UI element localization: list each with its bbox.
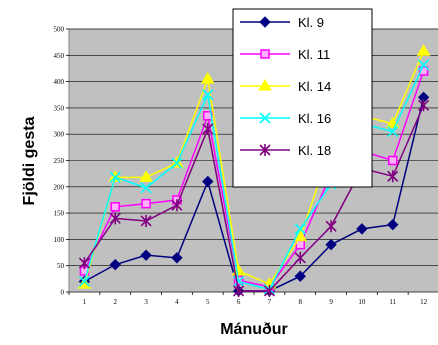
x-tick-label: 6 (237, 298, 241, 306)
y-tick-label: 450 (54, 52, 65, 60)
y-tick-label: 50 (57, 262, 65, 270)
data-point (141, 198, 151, 209)
legend-marker (258, 79, 272, 91)
y-tick-label: 200 (54, 183, 65, 191)
data-point (294, 270, 306, 282)
x-tick-label: 5 (206, 298, 210, 306)
data-point (140, 249, 152, 261)
data-point (387, 170, 399, 183)
data-point (387, 126, 399, 138)
legend-entry: Kl. 18 (240, 143, 331, 158)
data-point (109, 212, 121, 225)
y-tick-label: 0 (61, 289, 65, 297)
data-point (294, 251, 306, 264)
data-point (109, 258, 121, 271)
data-point (325, 220, 337, 233)
data-point (171, 252, 183, 264)
x-tick-label: 7 (268, 298, 272, 306)
legend-marker (259, 144, 271, 156)
y-tick-label: 150 (54, 210, 65, 218)
data-point (263, 284, 275, 297)
x-axis-ticks: 1 2 3 4 5 6 7 8 9 10 11 12 (68, 292, 428, 306)
x-tick-label: 10 (358, 298, 366, 306)
x-tick-label: 9 (329, 298, 333, 306)
data-point (140, 214, 152, 227)
data-point (418, 59, 430, 71)
data-point (109, 171, 121, 183)
x-tick-label: 2 (114, 298, 118, 306)
data-point (171, 157, 183, 169)
data-point (416, 44, 431, 56)
y-tick-label: 100 (54, 236, 65, 244)
x-tick-label: 12 (420, 298, 428, 306)
x-tick-label: 4 (175, 298, 179, 306)
data-point (171, 199, 183, 212)
legend-label: Kl. 11 (298, 47, 330, 62)
data-point (110, 202, 120, 212)
y-axis-title: Fjöldi gesta (21, 116, 38, 205)
data-point (78, 275, 90, 288)
legend: Kl. 9 Kl. 11 Kl. 14 Kl. 16 Kl. 18 (232, 8, 373, 188)
data-point (418, 66, 429, 76)
x-tick-label: 3 (144, 298, 148, 306)
y-tick-label: 300 (54, 131, 65, 139)
data-point (202, 175, 214, 188)
legend-label: Kl. 16 (298, 111, 331, 126)
legend-entry: Kl. 9 (240, 15, 324, 30)
data-point (140, 182, 152, 194)
data-point (78, 257, 90, 270)
legend-marker (260, 49, 270, 59)
legend-entry: Kl. 14 (240, 79, 331, 94)
y-tick-label: 250 (54, 157, 65, 165)
legend-entry: Kl. 16 (240, 111, 331, 126)
y-tick-label: 500 (54, 26, 65, 34)
data-point (233, 284, 245, 297)
legend-label: Kl. 9 (298, 15, 324, 30)
legend-marker (259, 112, 271, 124)
data-point (387, 218, 399, 231)
data-point (388, 155, 398, 166)
data-point (202, 122, 214, 135)
x-tick-label: 11 (389, 298, 396, 306)
data-point (202, 89, 214, 101)
y-tick-label: 350 (54, 104, 65, 112)
data-point (325, 238, 337, 251)
legend-label: Kl. 14 (298, 79, 331, 94)
y-tick-label: 400 (54, 78, 65, 86)
legend-box (232, 8, 373, 188)
data-point (200, 71, 215, 84)
x-tick-label: 8 (299, 298, 303, 306)
data-point (356, 223, 368, 235)
data-point (418, 99, 430, 112)
data-point (233, 275, 245, 288)
legend-label: Kl. 18 (298, 143, 331, 158)
x-tick-label: 1 (83, 298, 87, 306)
y-axis-ticks: 0 50 100 150 200 250 300 350 400 450 500 (54, 26, 69, 297)
legend-marker (259, 16, 271, 28)
data-point (139, 170, 153, 182)
x-axis-title: Mánuður (220, 321, 288, 338)
legend-entry: Kl. 11 (240, 47, 330, 62)
data-point (294, 223, 306, 235)
